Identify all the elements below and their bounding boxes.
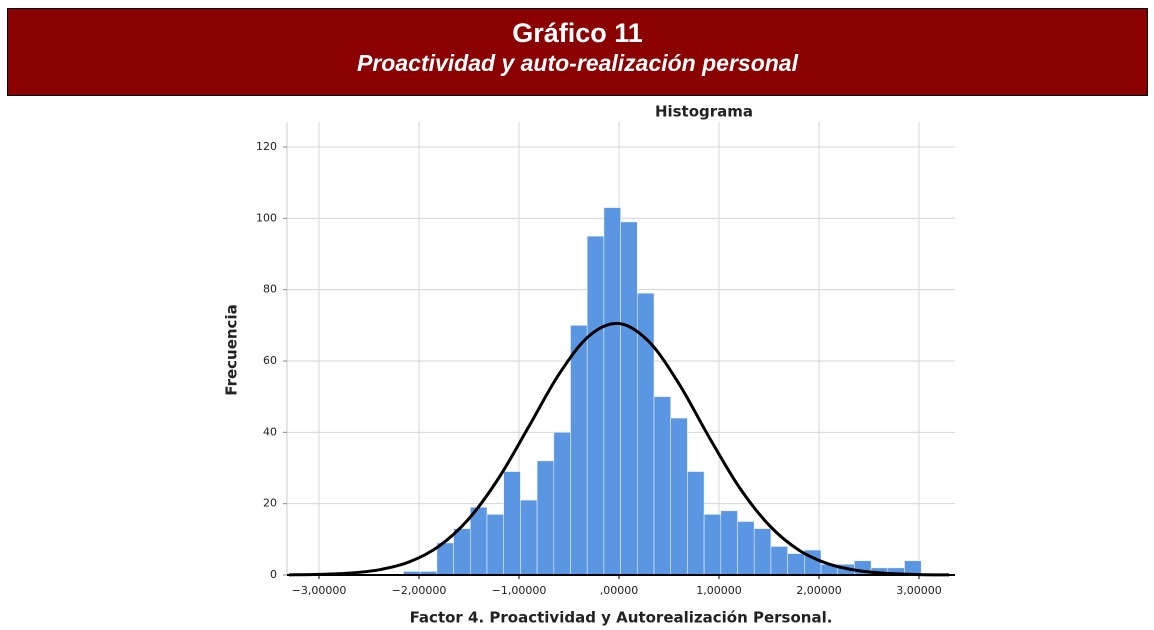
y-tick-label: 20 (263, 497, 277, 510)
bar (636, 292, 655, 576)
y-tick-label: 0 (270, 568, 277, 581)
x-axis-title: Factor 4. Proactividad y Autorealización… (410, 609, 833, 627)
bar (553, 432, 571, 576)
x-tick-label: −1,00000 (492, 584, 547, 597)
bar (503, 471, 521, 576)
x-tick-label: −2,00000 (392, 584, 447, 597)
x-tick-label: 1,00000 (696, 584, 742, 597)
x-tick-label: 2,00000 (796, 584, 842, 597)
y-tick-label: 100 (256, 211, 277, 224)
bar (737, 521, 755, 576)
bar (753, 528, 772, 576)
bar (787, 553, 805, 576)
normal-curve (288, 321, 950, 577)
bar (703, 514, 722, 576)
y-tick-label: 60 (263, 354, 277, 367)
banner-title: Gráfico 11 (512, 18, 643, 48)
bar (536, 460, 555, 576)
y-tick-label: 40 (263, 425, 277, 438)
bar (453, 528, 471, 576)
bar (603, 207, 621, 576)
bar (687, 471, 705, 576)
bar (486, 514, 505, 576)
banner: Gráfico 11 Proactividad y auto-realizaci… (7, 8, 1148, 96)
bar (653, 396, 672, 576)
bar (620, 221, 638, 576)
bar (670, 417, 688, 576)
bar (586, 235, 605, 576)
x-tick-label: −3,00000 (292, 584, 347, 597)
bar (469, 506, 488, 576)
x-tick-label: 3,00000 (896, 584, 942, 597)
bar (770, 546, 788, 576)
y-axis-title: Frecuencia (223, 304, 241, 395)
bar (520, 499, 538, 576)
y-tick-label: 120 (256, 140, 277, 153)
bar (570, 325, 588, 576)
banner-subtitle: Proactividad y auto-realización personal (357, 50, 798, 76)
chart-title: Histograma (655, 103, 753, 121)
x-tick-label: ,00000 (600, 584, 639, 597)
y-tick-label: 80 (263, 283, 277, 296)
bar (720, 510, 738, 576)
